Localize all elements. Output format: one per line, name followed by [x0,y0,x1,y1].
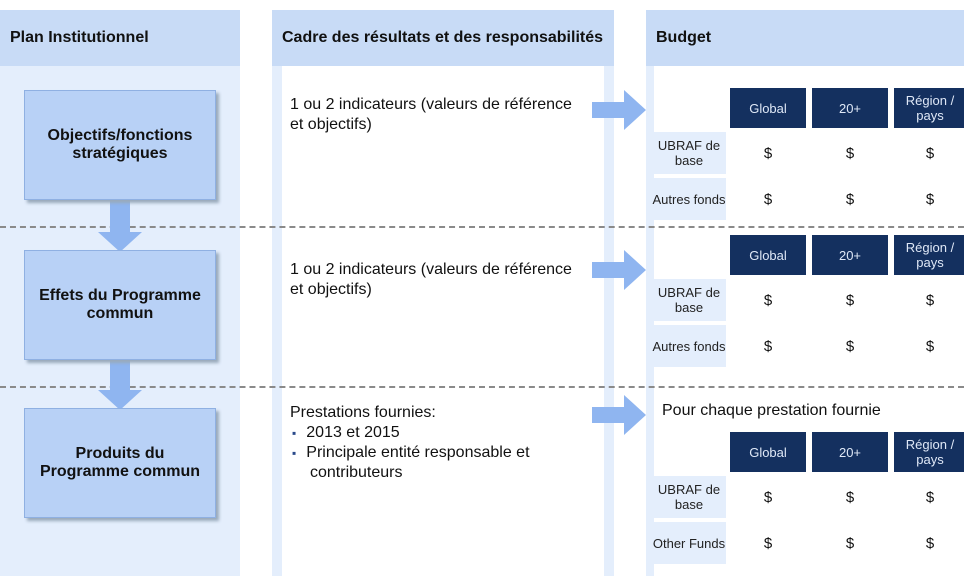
budget-cell: $ [763,488,773,506]
budget-header: 20+ [812,235,888,275]
column-title: Plan Institutionnel [0,10,240,66]
budget-header: Région / pays [894,432,964,472]
bullet-list: 2013 et 2015Principale entité responsabl… [290,423,580,483]
budget-row-label: UBRAF de base [652,476,726,518]
down-arrow [98,200,142,252]
right-arrows [592,90,646,435]
right-arrow [592,250,646,290]
budget-cell: $ [925,488,935,506]
column-title: Budget [646,10,964,66]
budget-header: Global [730,432,806,472]
budget-cell: $ [925,337,935,355]
budget-header: Région / pays [894,88,964,128]
bullet-item: 2013 et 2015 [306,423,580,443]
budget-row-label: Other Funds [652,522,726,564]
framework-text: Prestations fournies: 2013 et 2015Princip… [290,403,580,483]
budget-cell: $ [845,488,855,506]
framework-intro: 1 ou 2 indicateurs (valeurs de référence… [290,96,572,133]
budget-header: Global [730,235,806,275]
budget-cell: $ [925,190,935,208]
budget-cell: $ [763,291,773,309]
budget-cell: $ [925,291,935,309]
budget-cell: $ [763,534,773,552]
budget-cell: $ [845,190,855,208]
budget-row-label: UBRAF de base [652,132,726,174]
right-arrow [592,90,646,130]
separator [0,226,964,228]
framework-text: 1 ou 2 indicateurs (valeurs de référence… [290,260,580,300]
objective-box: Effets du Programme commun [24,250,216,360]
budget-cell: $ [763,144,773,162]
budget-cell: $ [845,337,855,355]
budget-cell: $ [845,144,855,162]
budget-cell: $ [845,534,855,552]
budget-row-label: UBRAF de base [652,279,726,321]
budget-row-label: Autres fonds [652,325,726,367]
budget-cell: $ [763,337,773,355]
objective-box: Produits du Programme commun [24,408,216,518]
budget-header: Région / pays [894,235,964,275]
budget-header: 20+ [812,88,888,128]
budget-header: Global [730,88,806,128]
budget-row-label: Autres fonds [652,178,726,220]
budget-cell: $ [925,144,935,162]
bullet-item: Principale entité responsable et contrib… [306,443,580,483]
separator [0,386,964,388]
budget-header: 20+ [812,432,888,472]
framework-intro: Prestations fournies: [290,404,436,421]
down-arrow [98,358,142,410]
column-inner [282,66,604,576]
right-arrow [592,395,646,435]
objective-box: Objectifs/fonctions stratégiques [24,90,216,200]
budget-cell: $ [763,190,773,208]
column-title: Cadre des résultats et des responsabilit… [272,10,614,66]
budget-cell: $ [845,291,855,309]
budget-cell: $ [925,534,935,552]
down-arrows [98,200,142,410]
budget-caption: Pour chaque prestation fournie [662,402,881,419]
framework-intro: 1 ou 2 indicateurs (valeurs de référence… [290,261,572,298]
framework-text: 1 ou 2 indicateurs (valeurs de référence… [290,95,580,135]
